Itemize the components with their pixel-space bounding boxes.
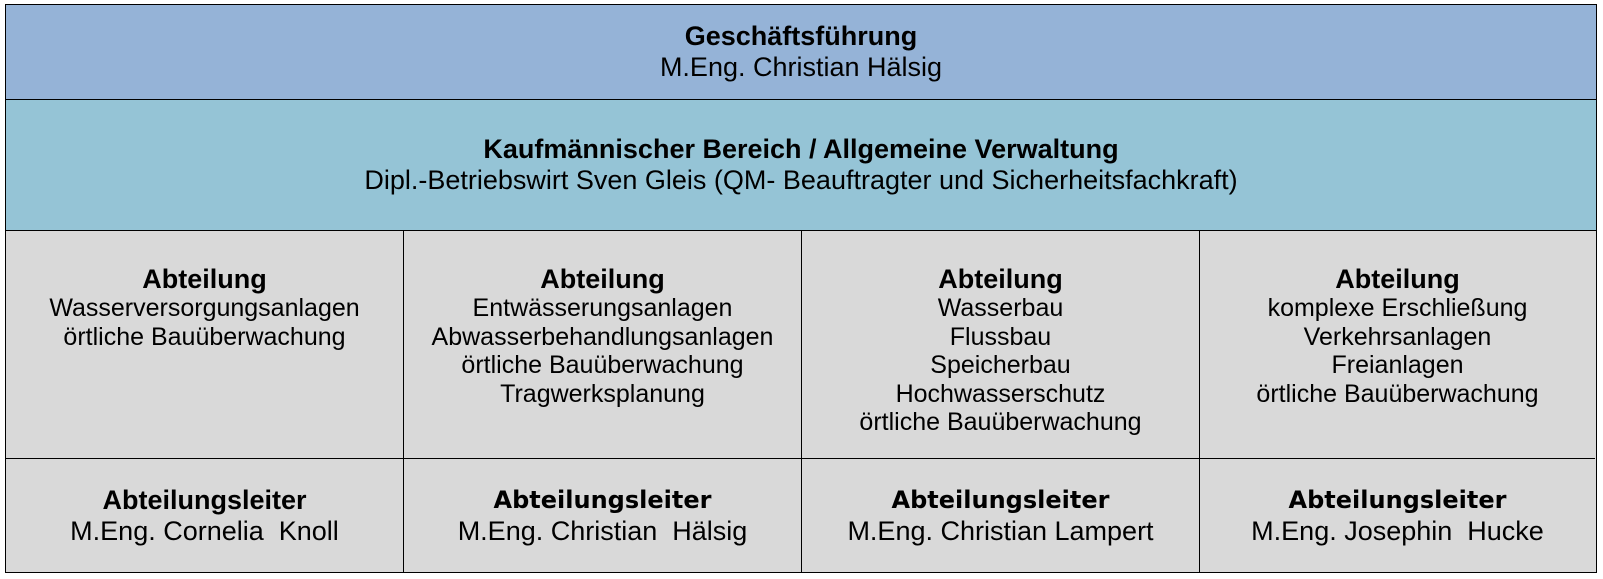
department-box: Abteilung komplexe Erschließung Verkehrs… <box>1200 231 1595 459</box>
department-area: örtliche Bauüberwachung <box>1256 379 1539 408</box>
department-lead-box: Abteilungsleiter M.Eng. Cornelia Knoll <box>6 459 404 572</box>
department-area: örtliche Bauüberwachung <box>859 408 1142 436</box>
department-title: Abteilung <box>938 264 1063 294</box>
lead-title: Abteilungsleiter <box>891 485 1110 514</box>
department-area: Entwässerungsanlagen <box>472 294 733 322</box>
department-area: Tragwerksplanung <box>500 379 705 408</box>
department-lead-box: Abteilungsleiter M.Eng. Christian Hälsig <box>404 459 802 572</box>
lead-name: M.Eng. Cornelia Knoll <box>70 515 339 546</box>
departments-grid: Abteilung Wasserversorgungsanlagen örtli… <box>6 231 1596 572</box>
department-lead-box: Abteilungsleiter M.Eng. Christian Lamper… <box>802 459 1200 572</box>
administration-title: Kaufmännischer Bereich / Allgemeine Verw… <box>483 134 1119 164</box>
department-area: Hochwasserschutz <box>895 379 1106 408</box>
lead-title: Abteilungsleiter <box>102 484 307 515</box>
lead-title: Abteilungsleiter <box>493 485 712 514</box>
lead-name: M.Eng. Josephin Hucke <box>1251 515 1544 546</box>
department-title: Abteilung <box>540 264 665 294</box>
department-area: Abwasserbehandlungsanlagen <box>431 322 774 351</box>
management-title: Geschäftsführung <box>684 21 918 51</box>
department-area: Wasserbau <box>937 294 1064 322</box>
lead-name: M.Eng. Christian Hälsig <box>457 515 748 546</box>
administration-name: Dipl.-Betriebswirt Sven Gleis (QM- Beauf… <box>364 165 1238 195</box>
department-area: Speicherbau <box>930 351 1071 379</box>
department-title: Abteilung <box>142 264 267 294</box>
department-area: Verkehrsanlagen <box>1303 322 1492 351</box>
department-box: Abteilung Entwässerungsanlagen Abwasserb… <box>404 231 802 459</box>
department-lead-box: Abteilungsleiter M.Eng. Josephin Hucke <box>1200 459 1595 572</box>
org-chart: Geschäftsführung M.Eng. Christian Hälsig… <box>5 4 1597 573</box>
department-area: Wasserversorgungsanlagen <box>49 294 360 322</box>
lead-name: M.Eng. Christian Lampert <box>847 515 1154 546</box>
department-area: komplexe Erschließung <box>1267 294 1528 322</box>
management-name: M.Eng. Christian Hälsig <box>659 52 943 82</box>
department-area: örtliche Bauüberwachung <box>461 351 744 379</box>
department-area: Flussbau <box>949 322 1052 351</box>
management-box: Geschäftsführung M.Eng. Christian Hälsig <box>6 5 1596 100</box>
department-area: Freianlagen <box>1331 351 1464 379</box>
administration-box: Kaufmännischer Bereich / Allgemeine Verw… <box>6 100 1596 231</box>
department-box: Abteilung Wasserversorgungsanlagen örtli… <box>6 231 404 459</box>
lead-title: Abteilungsleiter <box>1288 485 1507 514</box>
department-title: Abteilung <box>1335 264 1460 294</box>
department-box: Abteilung Wasserbau Flussbau Speicherbau… <box>802 231 1200 459</box>
department-area: örtliche Bauüberwachung <box>63 322 346 351</box>
